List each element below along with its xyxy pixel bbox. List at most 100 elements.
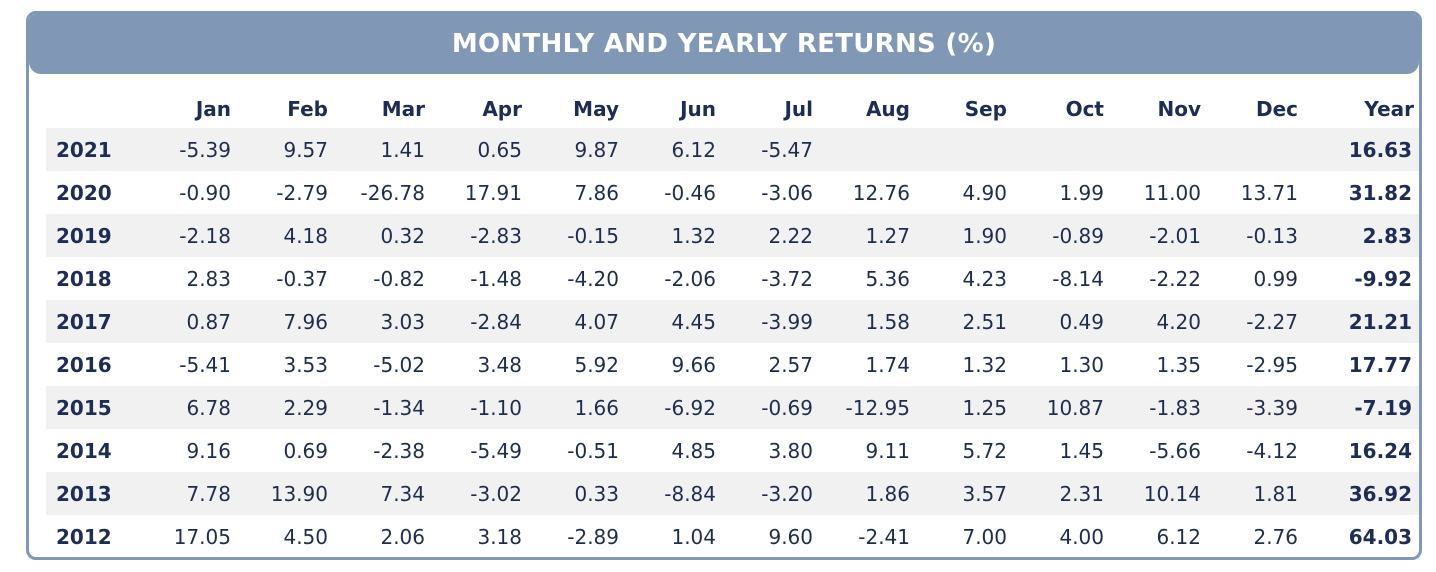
month-return-cell: 0.49 [1059,309,1104,334]
month-return-cell: 2.31 [1059,481,1104,506]
month-return-cell: 1.41 [380,137,425,162]
yearly-return-cell: 17.77 [1348,352,1412,377]
month-return-cell: 1.30 [1059,352,1104,377]
month-return-cell: -0.51 [567,438,619,463]
column-header-oct: Oct [1065,97,1104,121]
column-header-apr: Apr [482,97,522,121]
month-return-cell: -4.20 [567,266,619,291]
table-header: Jan Feb Mar Apr May Jun Jul Aug Sep Oct … [46,90,1419,128]
table-row: 2019 -2.18 4.18 0.32 -2.83 -0.15 1.32 2.22 1.27 1… [46,214,1419,257]
month-return-cell: 7.78 [186,481,231,506]
table-row: 2012 17.05 4.50 2.06 3.18 -2.89 1.04 9.60 -2.41 7… [46,515,1419,557]
month-return-cell: -0.90 [179,180,231,205]
month-return-cell: 2.83 [186,266,231,291]
month-return-cell: 0.87 [186,309,231,334]
yearly-return-cell: -9.92 [1354,266,1412,291]
returns-panel: MONTHLY AND YEARLY RETURNS (%) Jan Feb M… [26,11,1422,560]
column-header-jun: Jun [680,97,716,121]
table-row: 2015 6.78 2.29 -1.34 -1.10 1.66 -6.92 -0.69 -12.… [46,386,1419,429]
month-return-cell: 7.34 [380,481,425,506]
month-return-cell: 0.33 [574,481,619,506]
month-return-cell: 3.57 [962,481,1007,506]
month-return-cell [819,128,916,171]
month-return-cell: 1.99 [1059,180,1104,205]
month-return-cell: 2.51 [962,309,1007,334]
month-return-cell: 9.66 [671,352,716,377]
month-return-cell: -3.06 [761,180,813,205]
month-return-cell: 5.36 [865,266,910,291]
yearly-return-cell: 36.92 [1348,481,1412,506]
month-return-cell: -0.15 [567,223,619,248]
month-return-cell [1013,128,1110,171]
month-return-cell: 2.76 [1253,524,1298,549]
month-return-cell: 1.25 [962,395,1007,420]
month-return-cell: 17.91 [464,180,522,205]
month-return-cell: 10.87 [1046,395,1104,420]
row-year-label: 2019 [56,223,112,248]
month-return-cell: -5.02 [373,352,425,377]
month-return-cell: -3.02 [470,481,522,506]
month-return-cell: 9.60 [768,524,813,549]
month-return-cell: -2.95 [1246,352,1298,377]
month-return-cell: 1.58 [865,309,910,334]
table-row: 2014 9.16 0.69 -2.38 -5.49 -0.51 4.85 3.80 9.11 5… [46,429,1419,472]
table-row: 2017 0.87 7.96 3.03 -2.84 4.07 4.45 -3.99 1.58 2.… [46,300,1419,343]
yearly-return-cell: 16.63 [1348,137,1412,162]
month-return-cell: 3.80 [768,438,813,463]
column-header-aug: Aug [865,97,910,121]
month-return-cell: 4.20 [1156,309,1201,334]
row-year-label: 2013 [56,481,112,506]
row-year-label: 2020 [56,180,112,205]
column-header-may: May [573,97,619,121]
table-row: 2016 -5.41 3.53 -5.02 3.48 5.92 9.66 2.57 1.74 1.… [46,343,1419,386]
month-return-cell: -1.10 [470,395,522,420]
month-return-cell: -6.92 [664,395,716,420]
month-return-cell: -2.22 [1149,266,1201,291]
month-return-cell: -26.78 [360,180,425,205]
month-return-cell: 2.22 [768,223,813,248]
table-body: 2021 -5.39 9.57 1.41 0.65 9.87 6.12 -5.47 16.63 2… [46,128,1419,557]
month-return-cell: 4.23 [962,266,1007,291]
month-return-cell [1110,128,1207,171]
month-return-cell: 4.00 [1059,524,1104,549]
month-return-cell: 1.90 [962,223,1007,248]
month-return-cell: 10.14 [1143,481,1201,506]
table-row: 2020 -0.90 -2.79 -26.78 17.91 7.86 -0.46 -3.06 1… [46,171,1419,214]
row-year-label: 2017 [56,309,112,334]
month-return-cell: -8.84 [664,481,716,506]
month-return-cell: 11.00 [1143,180,1201,205]
month-return-cell: 1.45 [1059,438,1104,463]
month-return-cell: -2.27 [1246,309,1298,334]
month-return-cell: 0.69 [283,438,328,463]
column-header-jan: Jan [195,97,231,121]
row-year-label: 2015 [56,395,112,420]
column-header-sep: Sep [964,97,1007,121]
month-return-cell: 13.71 [1240,180,1298,205]
month-return-cell: -3.39 [1246,395,1298,420]
month-return-cell: -0.89 [1052,223,1104,248]
month-return-cell: 6.78 [186,395,231,420]
month-return-cell: 0.32 [380,223,425,248]
month-return-cell: 3.48 [477,352,522,377]
returns-table: Jan Feb Mar Apr May Jun Jul Aug Sep Oct … [46,90,1419,557]
row-year-label: 2012 [56,524,112,549]
header-corner-cell [46,90,140,128]
month-return-cell: -1.34 [373,395,425,420]
month-return-cell: 9.57 [283,137,328,162]
panel-title: MONTHLY AND YEARLY RETURNS (%) [29,14,1419,74]
month-return-cell [1207,128,1304,171]
month-return-cell: -5.47 [761,137,813,162]
month-return-cell: 7.86 [574,180,619,205]
table-row: 2018 2.83 -0.37 -0.82 -1.48 -4.20 -2.06 -3.72 5.… [46,257,1419,300]
month-return-cell: 2.57 [768,352,813,377]
yearly-return-cell: 31.82 [1348,180,1412,205]
month-return-cell: -5.39 [179,137,231,162]
month-return-cell: 4.18 [283,223,328,248]
month-return-cell: -0.69 [761,395,813,420]
month-return-cell: -5.49 [470,438,522,463]
month-return-cell: -0.37 [276,266,328,291]
month-return-cell: -2.79 [276,180,328,205]
yearly-return-cell: 21.21 [1348,309,1412,334]
month-return-cell: 9.16 [186,438,231,463]
column-header-dec: Dec [1255,97,1298,121]
